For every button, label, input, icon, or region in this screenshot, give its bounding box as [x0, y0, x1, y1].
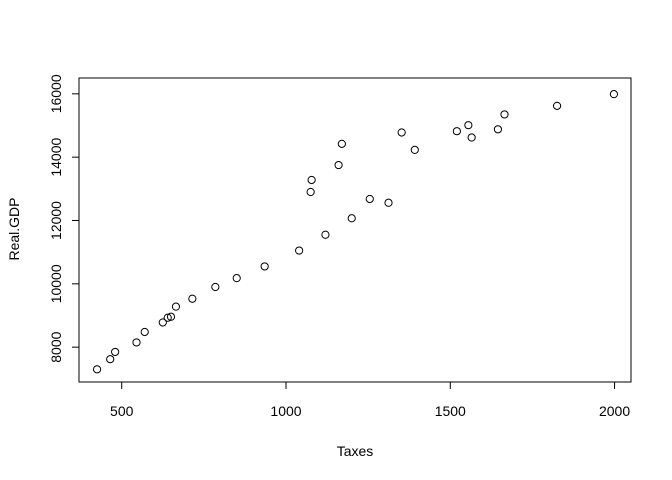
data-point — [384, 198, 393, 207]
data-point — [500, 110, 509, 119]
data-point — [92, 365, 102, 374]
data-point — [158, 318, 167, 327]
data-point — [232, 274, 241, 283]
data-point — [552, 101, 562, 110]
y-axis: 8000 10000 12000 14000 16000 — [48, 74, 79, 363]
y-tick-label: 10000 — [48, 264, 64, 303]
data-point — [493, 125, 503, 134]
data-point — [410, 145, 419, 154]
data-point — [321, 230, 330, 239]
data-point — [111, 347, 120, 357]
data-point — [365, 194, 374, 204]
y-tick-label: 12000 — [48, 201, 64, 240]
data-point — [163, 313, 172, 322]
data-point — [397, 128, 406, 137]
data-point — [306, 187, 315, 197]
data-point — [347, 214, 356, 223]
x-tick-label: 1500 — [435, 403, 466, 419]
data-points — [92, 90, 619, 374]
data-point — [334, 160, 343, 170]
data-point — [337, 139, 346, 148]
data-point — [467, 133, 476, 142]
x-tick-label: 2000 — [599, 403, 630, 419]
data-point — [188, 294, 197, 303]
data-point — [211, 282, 220, 292]
data-point — [260, 262, 269, 271]
x-axis-label: Taxes — [337, 443, 374, 459]
data-point — [140, 327, 149, 337]
y-tick-label: 8000 — [48, 331, 64, 362]
data-point — [171, 302, 181, 311]
data-point — [132, 338, 141, 347]
y-axis-label: Real.GDP — [6, 197, 22, 260]
data-point — [464, 121, 473, 130]
data-point — [295, 246, 304, 255]
y-tick-label: 16000 — [48, 74, 64, 113]
data-point — [166, 312, 176, 321]
data-point — [452, 127, 461, 136]
data-point — [609, 90, 619, 99]
y-tick-label: 14000 — [48, 137, 64, 176]
x-tick-label: 1000 — [270, 403, 301, 419]
x-axis: 500 1000 1500 2000 — [110, 382, 630, 419]
data-point — [307, 175, 316, 185]
x-tick-label: 500 — [110, 403, 134, 419]
data-point — [106, 355, 115, 364]
plot-frame — [78, 77, 632, 383]
